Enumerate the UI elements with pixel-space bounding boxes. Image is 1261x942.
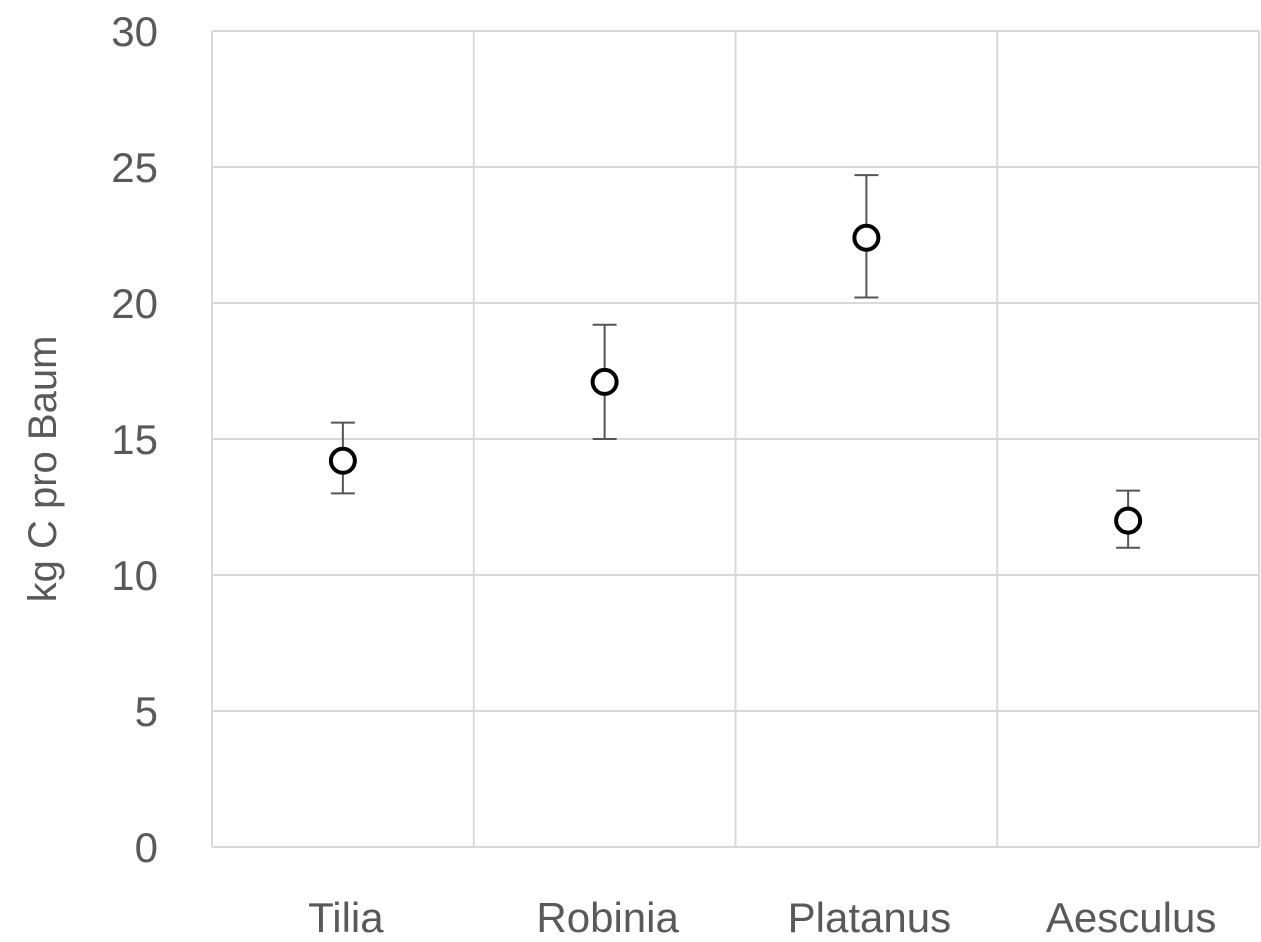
grid-layer [211,30,1260,848]
y-axis-title: kg C pro Baum [21,336,65,603]
y-tick-label: 10 [111,552,158,599]
tick-labels: 0 5 10 15 20 25 30 Tilia Robinia Platanus Aesculus [111,8,1216,941]
x-tick-label: Robinia [536,894,679,937]
y-tick-label: 5 [135,688,158,735]
y-tick-label: 15 [111,416,158,463]
x-tick-label: Tilia [308,894,384,937]
x-tick-label: Platanus [788,894,951,937]
y-tick-label: 20 [111,280,158,327]
y-tick-label: 25 [111,144,158,191]
data-point [852,223,881,252]
data-point [590,367,619,396]
data-point [1114,506,1143,535]
y-tick-label: 0 [135,824,158,871]
data-point [328,446,357,475]
x-tick-label: Aesculus [1046,894,1216,937]
data-points [328,223,1143,535]
y-tick-label: 30 [111,8,158,55]
